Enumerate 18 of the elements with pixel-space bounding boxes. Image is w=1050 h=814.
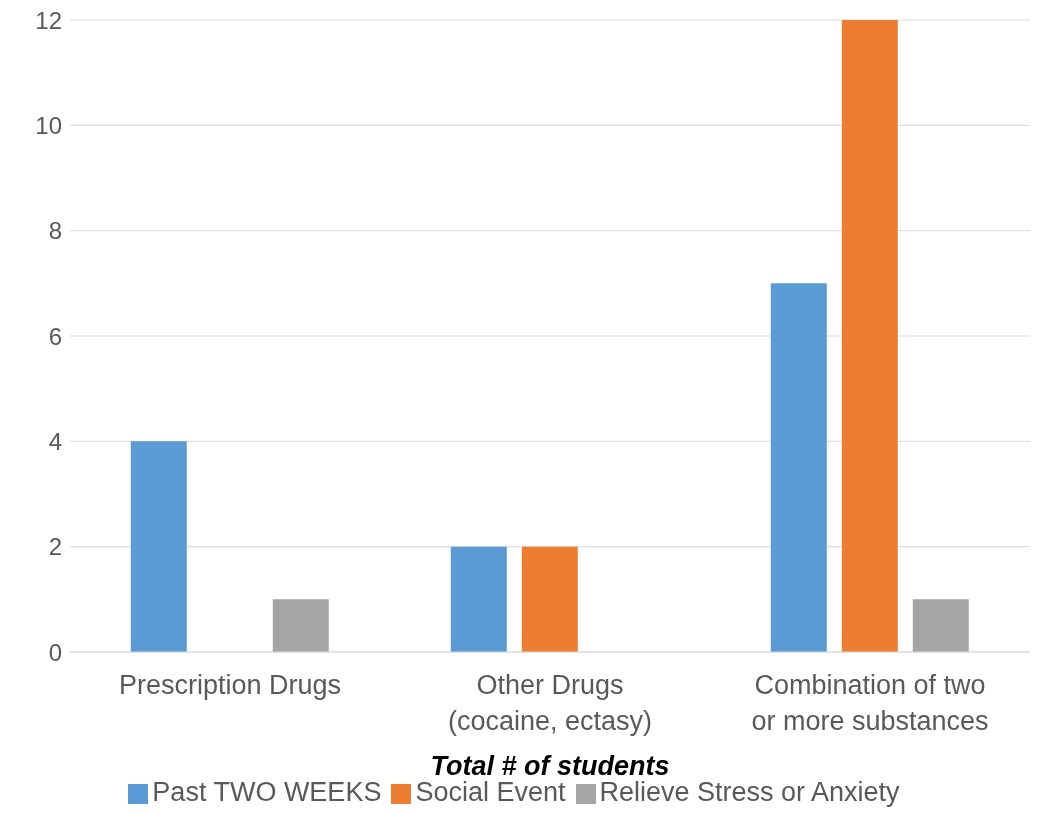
x-tick-label: Combination of two or more substances <box>751 670 989 736</box>
bar <box>450 546 507 652</box>
bar <box>521 546 578 652</box>
legend-label: Past TWO WEEKS <box>152 777 382 807</box>
y-tick-label: 2 <box>48 533 62 561</box>
bar <box>130 441 187 652</box>
bar <box>912 599 969 652</box>
x-tick-label: Other Drugs (cocaine, ectasy) <box>447 670 653 736</box>
bar <box>841 20 898 652</box>
bar <box>770 283 827 652</box>
y-tick-label: 12 <box>35 6 62 34</box>
y-tick-label: 6 <box>48 322 62 350</box>
y-tick-label: 10 <box>35 111 62 139</box>
y-tick-label: 8 <box>48 217 62 245</box>
y-tick-label: 4 <box>48 427 62 455</box>
x-tick-label: Prescription Drugs <box>118 670 342 700</box>
bar <box>272 599 329 652</box>
y-tick-label: 0 <box>48 638 62 666</box>
